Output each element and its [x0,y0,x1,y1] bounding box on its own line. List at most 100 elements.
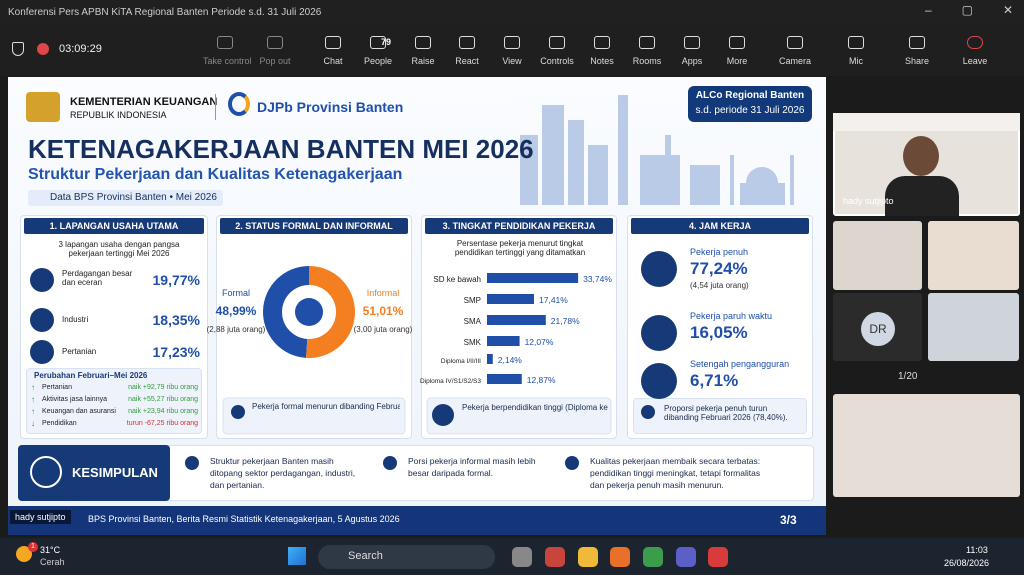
toolbar-label: Rooms [632,56,662,66]
change-label: Aktivitas jasa lainnya [42,396,107,403]
title-bar [0,0,1024,26]
bar [487,354,493,364]
bar-category: SMA [464,317,482,326]
hours-icon [641,363,677,399]
temperature: 31°C [40,545,61,555]
toolbar-icon [415,36,431,49]
toolbar-button[interactable]: React [445,30,489,72]
toolbar-label: More [726,56,748,66]
bar-category: SMK [464,338,482,347]
toolbar-label: Take control [203,56,252,66]
chart-note: Pekerja berpendidikan tinggi (Diploma ke… [462,403,608,412]
toolbar-icon [370,36,386,49]
donut-category: Formal [222,288,250,298]
bar [487,315,546,325]
note-wrap: Pekerja berpendidikan tinggi (Diploma ke… [462,403,608,412]
sector-icon [30,308,54,332]
bar [487,294,535,304]
toolbar-button[interactable]: View [490,30,534,72]
toolbar-button[interactable]: More [715,30,759,72]
footer-source: BPS Provinsi Banten, Berita Resmi Statis… [88,514,400,524]
donut-annotation: (2,88 juta orang) [207,325,266,334]
change-value: naik +55,27 ribu orang [128,396,198,403]
taskbar-app[interactable] [545,547,565,567]
hours-value: 16,05% [690,323,748,342]
video-tile[interactable] [928,293,1019,361]
chart-note: Pekerja formal menurun dibanding Februar… [252,402,400,411]
taskbar-app[interactable] [676,547,696,567]
change-box [26,368,202,434]
toolbar-button[interactable]: Raise [401,30,445,72]
note-wrap: Pekerja formal menurun dibanding Februar… [252,402,400,411]
toolbar-button[interactable]: People [356,30,400,72]
speaker-head [903,136,939,176]
sector-label: Pertanian [62,347,97,356]
taskbar-app[interactable] [643,547,663,567]
taskbar-app[interactable] [610,547,630,567]
hours-label: Pekerja penuh [690,247,749,257]
donut-segment [306,266,356,359]
clock-date: 26/08/2026 [944,558,990,568]
divider [215,94,216,120]
badge-line: s.d. periode 31 Juli 2026 [695,105,805,116]
toolbar-button[interactable]: Controls [535,30,579,72]
donut-value-label: 51,01% [363,304,404,318]
toolbar-button[interactable]: Rooms [625,30,669,72]
hours-icon [641,251,677,287]
toolbar-button[interactable]: Chat [311,30,355,72]
toolbar-button[interactable]: Notes [580,30,624,72]
hours-detail: (4,54 juta orang) [690,281,749,290]
video-tile[interactable] [833,221,922,290]
hours-value: 6,71% [690,371,739,390]
office-name: DJPb Provinsi Banten [257,99,404,115]
search-box[interactable] [318,545,495,569]
toolbar-button[interactable]: Share [895,30,939,72]
taskbar-app[interactable] [708,547,728,567]
search-text: Search [348,550,383,562]
toolbar-icon [787,36,803,49]
video-tile[interactable] [833,394,1020,497]
city-skyline [520,95,794,205]
taskbar-app[interactable] [578,547,598,567]
toolbar-label: Pop out [259,56,291,66]
toolbar-icon [639,36,655,49]
toolbar-label: Chat [323,56,343,66]
toolbar-icon [504,36,520,49]
taskbar-app[interactable] [512,547,532,567]
toolbar-icon [217,36,233,49]
video-slide-strip [833,113,1020,131]
toolbar-label: Notes [590,56,614,66]
video-tile[interactable] [928,221,1019,290]
toolbar-button[interactable]: Camera [773,30,817,72]
toolbar-icon [848,36,864,49]
check-icon [565,456,579,470]
bar-value-label: 12,87% [527,375,556,385]
toolbar-button[interactable]: Mic [834,30,878,72]
toolbar-icon [459,36,475,49]
toolbar-button[interactable]: Leave [953,30,997,72]
sector-icon [30,268,54,292]
info-icon [641,405,655,419]
donut-segment [263,266,309,358]
toolbar-icon [684,36,700,49]
panel-title: 1. LAPANGAN USAHA UTAMA [24,218,204,234]
source-tag: Data BPS Provinsi Banten • Mei 2026 [28,190,223,206]
bar-category: Diploma IV/S1/S2/S3 [420,378,481,385]
change-label: Pendidikan [42,420,77,427]
start-button[interactable] [288,547,306,565]
pagination[interactable]: 1/20 [898,371,918,382]
toolbar-button[interactable]: Apps [670,30,714,72]
note-box [222,397,406,435]
change-value: naik +92,79 ribu orang [128,384,198,391]
hours-label: Setengah pengangguran [690,359,790,369]
hours-note: Proporsi pekerja penuh turun dibanding F… [664,404,788,422]
window-controls[interactable]: –▢✕ [925,3,1013,17]
note-box [426,397,612,435]
bar-value-label: 2,14% [498,355,523,365]
toolbar-button[interactable]: Pop out [253,30,297,72]
weather-badge: 1 [28,542,38,552]
shield-icon [12,42,24,56]
toolbar-button[interactable]: Take control [203,30,252,72]
toolbar-label: Apps [681,56,703,66]
